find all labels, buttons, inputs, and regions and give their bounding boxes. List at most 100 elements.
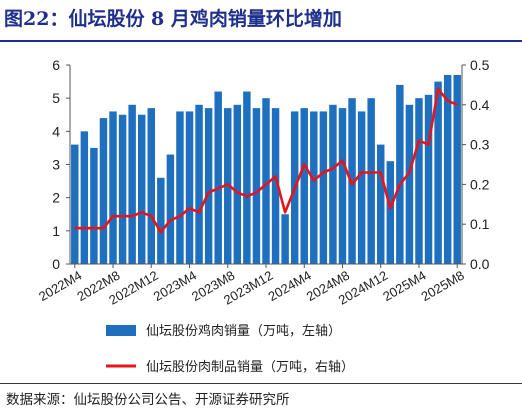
right-tick-label: 0.5 bbox=[470, 57, 490, 73]
left-tick-label: 5 bbox=[52, 90, 60, 106]
bar-2024M2 bbox=[281, 214, 289, 264]
bar-2023M5 bbox=[195, 104, 203, 264]
x-tick-label: 2025M4 bbox=[380, 268, 428, 304]
line-series bbox=[73, 87, 459, 234]
line-point-2025M2 bbox=[399, 183, 401, 186]
bar-2023M12 bbox=[262, 98, 270, 264]
x-tick-label: 2022M4 bbox=[36, 268, 84, 304]
bar-2024M5 bbox=[310, 111, 318, 264]
line-point-2024M10 bbox=[360, 171, 363, 174]
legend: 仙坛股份鸡肉销量（万吨，左轴） 仙坛股份肉制品销量（万吨，右轴） bbox=[106, 323, 354, 375]
right-tick-label: 0.3 bbox=[470, 137, 490, 153]
line-point-2022M9 bbox=[121, 215, 124, 218]
line-point-2024M6 bbox=[322, 171, 325, 174]
bar-2022M6 bbox=[90, 147, 98, 264]
bar-2023M6 bbox=[204, 108, 213, 264]
line-point-2024M5 bbox=[313, 179, 315, 182]
line-point-2024M12 bbox=[379, 171, 382, 174]
line-point-2024M4 bbox=[303, 163, 306, 166]
line-point-2022M12 bbox=[150, 215, 153, 218]
bar-series bbox=[71, 74, 461, 265]
bar-2025M5 bbox=[424, 94, 433, 264]
left-tick-label: 2 bbox=[52, 190, 60, 206]
bar-2023M11 bbox=[252, 108, 261, 264]
line-point-2024M3 bbox=[293, 187, 296, 190]
line-point-2023M9 bbox=[236, 191, 239, 194]
line-point-2023M4 bbox=[188, 207, 191, 210]
bar-2023M9 bbox=[233, 104, 242, 264]
line-point-2025M1 bbox=[389, 207, 392, 210]
left-tick-label: 3 bbox=[52, 157, 60, 173]
bar-2025M4 bbox=[415, 98, 423, 264]
right-tick-label: 0.4 bbox=[470, 97, 490, 113]
source-divider bbox=[0, 383, 522, 384]
chart: 0 1 2 3 4 5 6 0.0 0.1 0.2 0.3 0.4 0.5 2022M42022M82… bbox=[36, 57, 490, 375]
bar-2025M7 bbox=[443, 74, 452, 264]
bar-2024M10 bbox=[357, 111, 366, 264]
line-point-2022M10 bbox=[131, 215, 133, 218]
bar-2025M2 bbox=[396, 84, 404, 265]
right-axis-ticks: 0.0 0.1 0.2 0.3 0.4 0.5 bbox=[462, 57, 490, 272]
line-point-2023M1 bbox=[160, 231, 162, 233]
bar-2023M2 bbox=[166, 154, 175, 264]
x-tick-label: 2023M4 bbox=[151, 268, 199, 304]
bar-2024M11 bbox=[367, 98, 375, 264]
line-point-2025M7 bbox=[446, 100, 449, 102]
bar-2022M10 bbox=[128, 104, 136, 264]
bar-2022M12 bbox=[147, 108, 155, 264]
right-tick-label: 0.2 bbox=[470, 176, 490, 192]
line-point-2022M6 bbox=[93, 227, 95, 229]
bar-2024M1 bbox=[271, 108, 280, 264]
bar-2023M1 bbox=[157, 177, 165, 264]
line-point-2025M6 bbox=[437, 88, 439, 90]
line-point-2023M3 bbox=[179, 215, 181, 218]
line-point-2022M7 bbox=[102, 227, 105, 229]
line-point-2023M12 bbox=[265, 183, 267, 186]
bar-2024M4 bbox=[300, 108, 308, 264]
bar-2023M7 bbox=[214, 91, 222, 265]
line-point-2023M10 bbox=[246, 195, 248, 198]
bar-2024M7 bbox=[329, 104, 337, 264]
bar-2024M8 bbox=[338, 108, 347, 264]
bar-2022M4 bbox=[71, 144, 79, 264]
left-axis-ticks: 0 1 2 3 4 5 6 bbox=[52, 57, 70, 272]
line-point-2023M11 bbox=[255, 191, 258, 194]
x-axis-ticks: 2022M42022M82022M122023M42023M82023M1220… bbox=[36, 264, 467, 308]
line-point-2025M8 bbox=[456, 104, 459, 106]
line-point-2024M7 bbox=[332, 167, 334, 170]
right-tick-label: 0.0 bbox=[470, 256, 490, 272]
line-point-2025M3 bbox=[408, 171, 411, 174]
x-tick-label: 2025M8 bbox=[419, 268, 467, 304]
bar-2022M7 bbox=[99, 118, 108, 264]
bar-2024M12 bbox=[377, 144, 385, 264]
line-point-2022M4 bbox=[73, 227, 76, 229]
bar-2024M6 bbox=[319, 111, 328, 264]
x-tick-label: 2024M4 bbox=[266, 268, 314, 304]
bar-2025M8 bbox=[453, 74, 461, 264]
line-point-2022M8 bbox=[112, 215, 114, 218]
right-tick-label: 0.1 bbox=[470, 216, 490, 232]
bar-2023M4 bbox=[185, 111, 194, 264]
line-point-2024M1 bbox=[274, 175, 277, 178]
legend-line-label: 仙坛股份肉制品销量（万吨，右轴） bbox=[146, 360, 354, 375]
bar-2025M3 bbox=[405, 104, 414, 264]
title-divider bbox=[0, 40, 522, 42]
left-tick-label: 0 bbox=[52, 256, 60, 272]
line-point-2023M5 bbox=[198, 211, 200, 214]
line-point-2023M7 bbox=[217, 187, 219, 190]
left-tick-label: 1 bbox=[52, 223, 60, 239]
line-point-2024M8 bbox=[341, 159, 344, 162]
line-point-2023M6 bbox=[207, 191, 210, 194]
line-point-2024M2 bbox=[284, 211, 286, 214]
bar-2025M6 bbox=[434, 81, 442, 264]
bar-2023M3 bbox=[176, 111, 184, 264]
figure-title: 图22：仙坛股份 8 月鸡肉销量环比增加 bbox=[4, 8, 342, 30]
line-point-2024M9 bbox=[351, 183, 353, 186]
bar-2022M8 bbox=[109, 111, 117, 264]
line-point-2022M5 bbox=[83, 227, 86, 229]
bar-2023M10 bbox=[243, 91, 251, 265]
line-point-2023M2 bbox=[169, 219, 172, 222]
bar-2022M9 bbox=[118, 114, 127, 264]
bar-2022M11 bbox=[137, 114, 146, 264]
